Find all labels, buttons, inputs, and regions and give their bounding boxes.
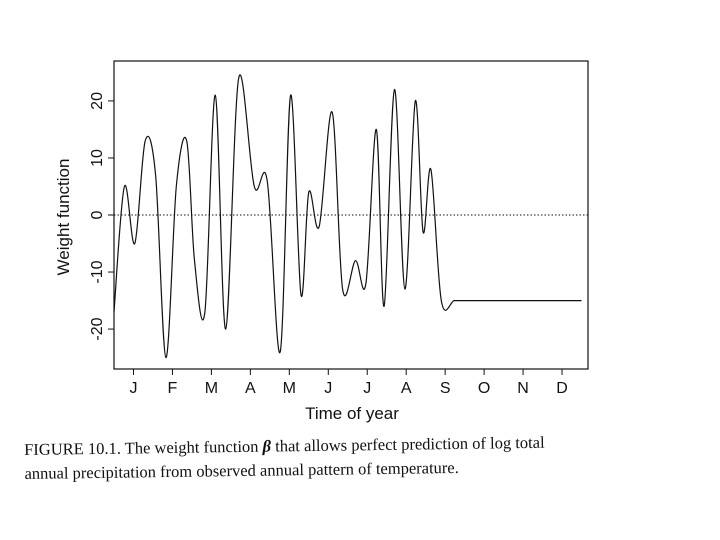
x-tick-label: M [283, 380, 296, 397]
y-tick-label: 10 [89, 149, 106, 167]
x-tick-label: M [205, 380, 218, 397]
caption-line-1-start: FIGURE 10.1. The weight function [24, 436, 259, 459]
chart: -20 -10 0 10 20 J F M A M J J A S O N D Weight function… [54, 60, 589, 423]
y-axis-label: Weight function [54, 159, 73, 276]
y-tick-label: 20 [89, 92, 106, 110]
y-tick-label: 0 [89, 210, 106, 219]
weight-function-line [113, 74, 582, 359]
beta-symbol: β [262, 436, 272, 456]
caption-line-1-end: that allows perfect prediction of log to… [275, 432, 545, 456]
x-axis-label: Time of year [305, 404, 399, 423]
x-tick-label: A [245, 380, 256, 397]
x-tick-label: A [401, 380, 412, 397]
x-tick-label: D [556, 380, 568, 397]
x-tick-label: N [517, 380, 529, 397]
y-tick-label: -10 [89, 260, 106, 283]
x-tick-label: S [440, 380, 451, 397]
figure-caption: FIGURE 10.1. The weight function β that … [24, 429, 705, 486]
x-tick-label: J [129, 380, 137, 397]
x-tick-label: J [324, 380, 332, 397]
x-tick-label: O [478, 380, 490, 397]
x-tick-label: J [363, 380, 371, 397]
y-axis: -20 -10 0 10 20 [89, 92, 114, 341]
y-tick-label: -20 [89, 317, 106, 340]
x-tick-label: F [168, 380, 178, 397]
